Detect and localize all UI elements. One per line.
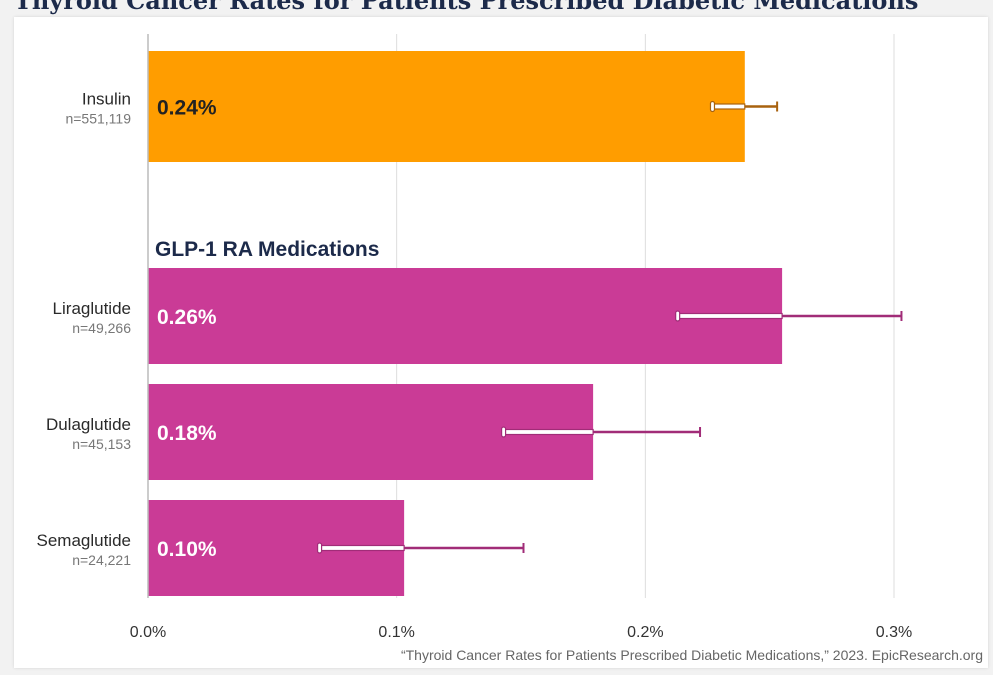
category-sample-size: n=45,153 — [72, 436, 131, 452]
error-bar-lower — [711, 103, 746, 110]
bar-value-label: 0.24% — [157, 97, 217, 120]
error-cap-lower — [500, 426, 507, 438]
bar-value-label: 0.18% — [157, 422, 217, 445]
category-sample-size: n=24,221 — [72, 552, 131, 568]
bar — [148, 51, 745, 162]
error-bar-lower — [677, 312, 783, 320]
chart-title: Thyroid Cancer Rates for Patients Prescr… — [14, 0, 919, 15]
x-tick-label: 0.0% — [130, 624, 166, 641]
x-tick-label: 0.1% — [378, 624, 414, 641]
error-bar-lower — [318, 544, 405, 552]
error-cap-lower — [709, 100, 716, 113]
category-sample-size: n=551,119 — [65, 111, 131, 127]
category-label: Semaglutide — [36, 531, 131, 550]
category-label: Insulin — [82, 90, 131, 109]
category-label: Liraglutide — [53, 299, 131, 318]
category-label: Dulaglutide — [46, 415, 131, 434]
error-cap-lower — [675, 310, 681, 322]
category-sample-size: n=49,266 — [72, 320, 131, 336]
source-citation: “Thyroid Cancer Rates for Patients Presc… — [400, 647, 983, 663]
bar-value-label: 0.26% — [157, 306, 217, 329]
bar-value-label: 0.10% — [157, 538, 217, 561]
error-bar-lower — [502, 428, 594, 436]
error-cap-lower — [316, 542, 323, 554]
x-tick-label: 0.2% — [627, 624, 663, 641]
group-label: GLP-1 RA Medications — [155, 238, 379, 261]
x-tick-label: 0.3% — [876, 624, 912, 641]
